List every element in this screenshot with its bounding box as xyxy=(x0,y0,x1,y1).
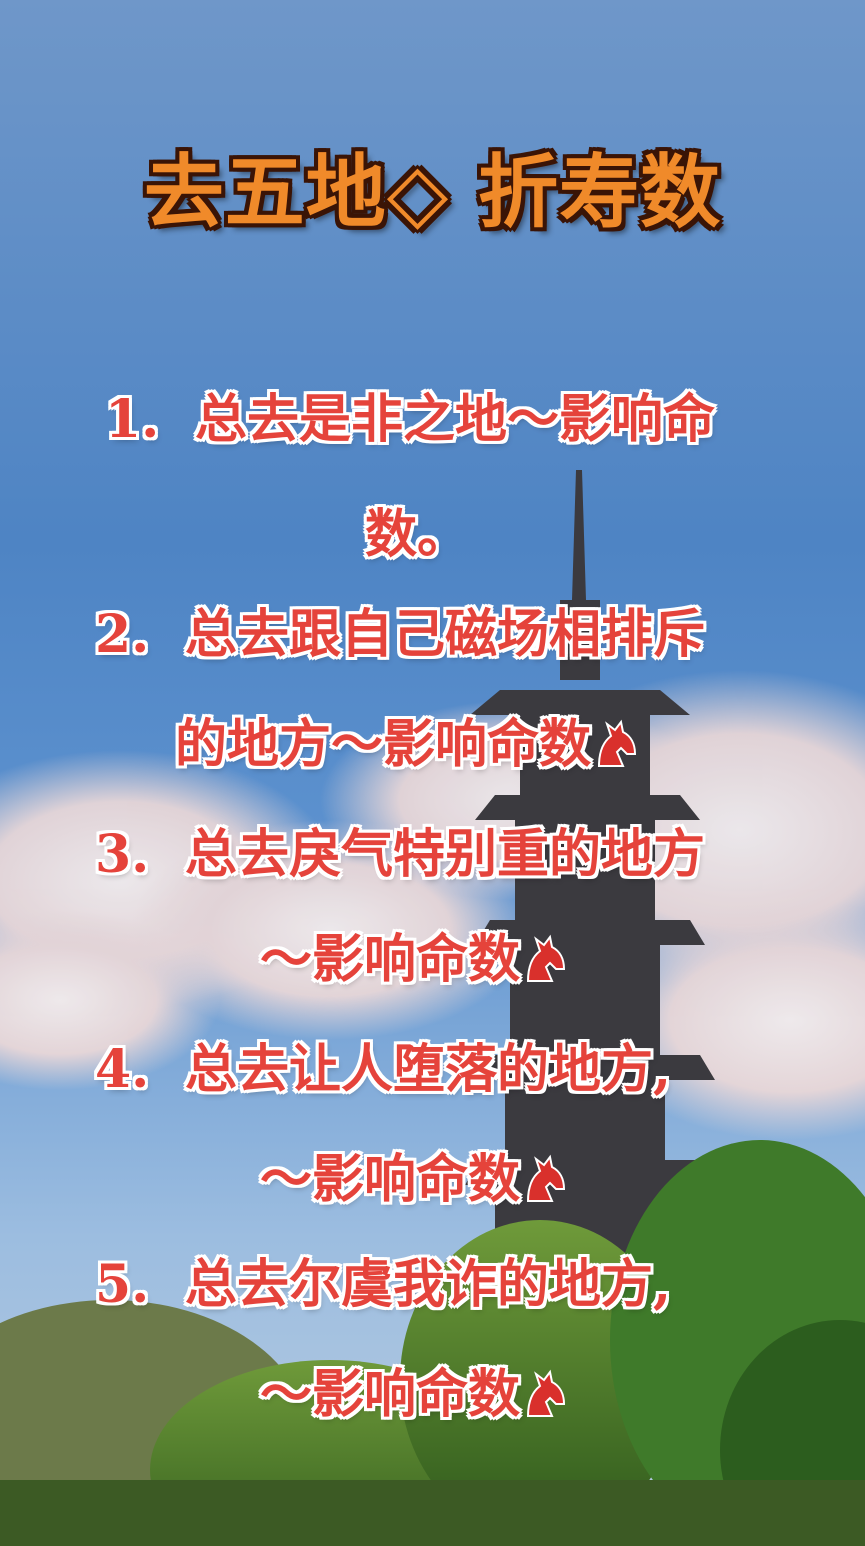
item-5-number: 5. xyxy=(95,1254,150,1315)
item-1-continuation: 数。 xyxy=(365,504,470,565)
horse-head-icon xyxy=(522,931,568,996)
item-2-number: 2. xyxy=(95,604,150,665)
item-1-line-2: 数。 xyxy=(365,505,469,565)
item-4-continuation: ～影响命数 xyxy=(260,1149,521,1210)
item-2-text: 总去跟自己磁场相排斥 xyxy=(185,604,706,665)
horse-head-icon xyxy=(593,716,639,781)
item-5-line-2: ～影响命数 xyxy=(260,1365,568,1431)
item-5-text: 总去尔虞我诈的地方, xyxy=(185,1254,672,1315)
horse-head-icon xyxy=(522,1151,568,1216)
item-3-text: 总去戾气特别重的地方 xyxy=(185,824,706,885)
item-5-continuation: ～影响命数 xyxy=(260,1364,521,1425)
item-5-line-1: 5. 总去尔虞我诈的地方, xyxy=(95,1255,671,1315)
item-1-text: 总去是非之地～影响命 xyxy=(195,389,716,450)
item-3-line-1: 3. 总去戾气特别重的地方 xyxy=(95,825,705,885)
item-3-number: 3. xyxy=(95,824,150,885)
page-title: 去五地◇ 折寿数 xyxy=(143,145,722,239)
item-2-continuation: 的地方～影响命数 xyxy=(175,714,592,775)
item-4-line-2: ～影响命数 xyxy=(260,1150,568,1216)
item-1-line-1: 1. 总去是非之地～影响命 xyxy=(105,390,715,450)
item-1-number: 1. xyxy=(105,389,160,450)
item-2-line-2: 的地方～影响命数 xyxy=(175,715,639,781)
item-3-continuation: ～影响命数 xyxy=(260,929,521,990)
item-4-text: 总去让人堕落的地方, xyxy=(185,1039,672,1100)
item-4-number: 4. xyxy=(95,1039,150,1100)
item-4-line-1: 4. 总去让人堕落的地方, xyxy=(95,1040,671,1100)
item-2-line-1: 2. 总去跟自己磁场相排斥 xyxy=(95,605,705,665)
item-3-line-2: ～影响命数 xyxy=(260,930,568,996)
horse-head-icon xyxy=(522,1366,568,1431)
